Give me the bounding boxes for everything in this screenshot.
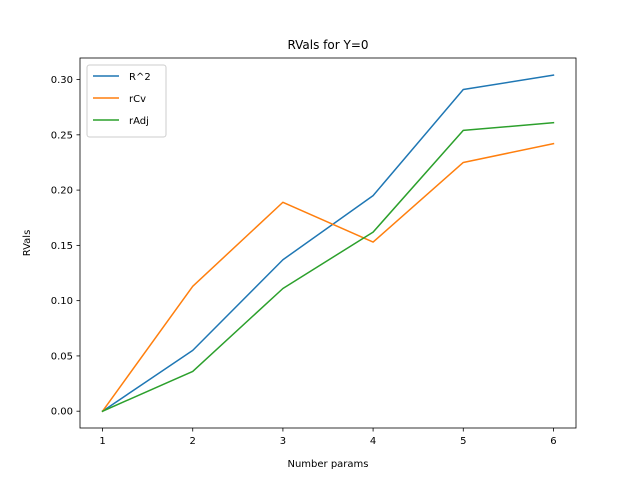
y-tick-label: 0.30 bbox=[51, 75, 73, 86]
series-line-rcv bbox=[101, 142, 555, 413]
legend-label: rCv bbox=[129, 94, 146, 105]
legend-box bbox=[86, 64, 167, 138]
x-tick-label: 5 bbox=[460, 436, 466, 447]
y-tick-label: 0.05 bbox=[51, 351, 73, 362]
legend-label: rAdj bbox=[129, 116, 149, 127]
series-layer bbox=[101, 74, 555, 413]
x-tick-label: 1 bbox=[99, 436, 105, 447]
x-tick-label: 2 bbox=[190, 436, 196, 447]
y-tick-label: 0.20 bbox=[51, 186, 73, 197]
ticks-layer: 1 2 3 4 5 6 0.00 0.05 0.10 0.15 0.20 0.25 0.30 bbox=[51, 75, 557, 447]
axes-frame bbox=[79, 57, 577, 429]
legend: R^2 rCv rAdj bbox=[86, 64, 167, 138]
series-line-r-2 bbox=[101, 74, 555, 413]
y-tick-label: 0.00 bbox=[51, 407, 73, 418]
x-tick-label: 6 bbox=[550, 436, 556, 447]
legend-label: R^2 bbox=[129, 72, 151, 83]
y-tick-label: 0.25 bbox=[51, 130, 73, 141]
y-tick-label: 0.10 bbox=[51, 296, 73, 307]
y-axis-label: RVals bbox=[22, 230, 33, 257]
x-tick-label: 4 bbox=[370, 436, 376, 447]
series-line-radj bbox=[101, 121, 555, 413]
x-axis-label: Number params bbox=[287, 459, 368, 470]
chart-title: RVals for Y=0 bbox=[287, 38, 368, 52]
x-tick-label: 3 bbox=[280, 436, 286, 447]
y-tick-label: 0.15 bbox=[51, 241, 73, 252]
